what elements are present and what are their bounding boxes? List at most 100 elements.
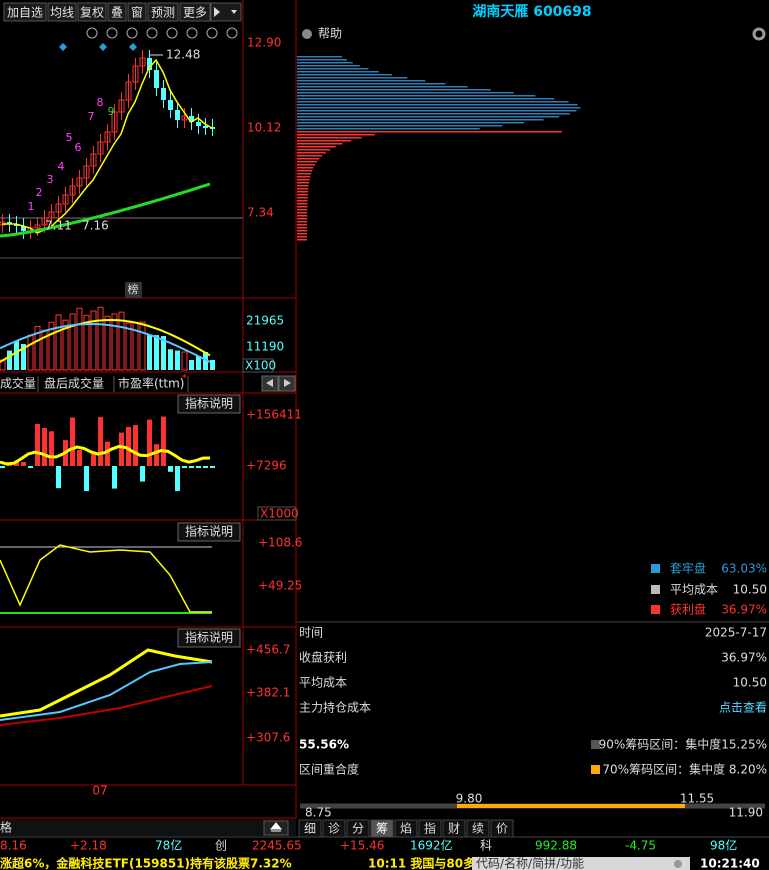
toolbar-button[interactable]: 叠 [111, 6, 123, 20]
candle-body [76, 177, 83, 187]
marker [99, 43, 107, 51]
panel-tab[interactable]: 筹 [376, 822, 388, 836]
chip-bar [297, 74, 392, 76]
panel-tab[interactable]: 诊 [328, 822, 340, 836]
indicator-button-bg [177, 628, 241, 648]
chip-bar [297, 56, 343, 58]
chip-bar [297, 83, 446, 85]
panel-tab[interactable]: 焰 [400, 821, 412, 836]
flow-bar [49, 431, 54, 466]
volume-bar [69, 313, 76, 371]
chip-bar [297, 113, 570, 115]
toolbar-button[interactable]: 更多 [183, 6, 207, 20]
collapse-icon [269, 822, 283, 832]
indicator-tab[interactable]: 成交量 [0, 376, 36, 391]
flow-bar [91, 451, 96, 466]
chart-tool-icon [186, 27, 198, 39]
chip-bar [297, 221, 308, 223]
chip-bar [297, 149, 331, 151]
volume-bar [168, 349, 173, 370]
flow-bar [175, 466, 180, 491]
chart-tool-icon [226, 27, 238, 39]
volume-bar [111, 313, 118, 371]
candle-body [7, 222, 12, 224]
flow-bar [35, 424, 40, 466]
volume-bar [181, 351, 188, 371]
candle-body [104, 131, 111, 143]
volume-bar [210, 360, 215, 370]
panel-tab[interactable]: 指 [424, 821, 436, 836]
indicator-button[interactable]: 指标说明 [185, 524, 233, 539]
chip-bar [297, 182, 310, 184]
toolbar-button[interactable]: 均线 [50, 6, 74, 20]
indicator-button[interactable]: 指标说明 [185, 630, 233, 645]
chip-bar [297, 206, 308, 208]
chip-bar [297, 134, 375, 136]
candle-body [132, 65, 139, 83]
chip-bar [297, 239, 308, 241]
chip-bar [297, 146, 336, 148]
info-value[interactable]: 点击查看 [719, 701, 767, 715]
candle-body [118, 99, 125, 113]
panel-tab[interactable]: 细 [304, 822, 316, 836]
flow-bar [182, 466, 187, 468]
volume-bar [76, 307, 83, 371]
line-cyan [0, 661, 213, 721]
toolbar-button[interactable]: 复权 [80, 6, 104, 20]
price-axis-label: 12.90 [247, 36, 281, 50]
legend-value: 10.50 [733, 583, 767, 597]
candle-body [147, 58, 152, 70]
indicator-tab[interactable]: 盘后成交量 [44, 376, 104, 391]
price-axis-label: 7.34 [247, 206, 274, 220]
chip-bar [297, 227, 308, 229]
ma-green [0, 182, 211, 238]
volume-bar [147, 334, 152, 370]
legend-label: 套牢盘 [670, 561, 706, 576]
chip-bar [297, 59, 347, 61]
legend-swatch [651, 605, 660, 614]
toolbar-button[interactable]: 加自选 [7, 6, 43, 20]
volume-bar [21, 344, 26, 370]
indicator-axis-label: +49.25 [258, 579, 302, 593]
flow-bar [154, 444, 159, 466]
chip-bar [297, 140, 352, 142]
candle-body [48, 211, 55, 219]
indicator-axis-label: +7296 [246, 459, 287, 473]
range-label: 11.90 [729, 806, 763, 820]
clock: 10:21:40 [700, 857, 760, 870]
toolbar-button[interactable]: 窗 [131, 6, 143, 20]
indicator-tab[interactable]: 市盈率(ttm) [118, 376, 184, 391]
chip-bar [297, 236, 308, 238]
volume-bar [97, 306, 104, 371]
candle-body [139, 57, 146, 67]
indicator-button-bg [177, 522, 241, 542]
panel-tab[interactable]: 续 [472, 822, 484, 836]
quote-item: +2.18 [70, 839, 107, 853]
badge-bg [125, 282, 142, 298]
chip-bar [297, 176, 311, 178]
chip-bar [297, 200, 308, 202]
volume-bar [14, 341, 19, 370]
search-input[interactable]: 代码/名称/简拼/功能 [476, 856, 584, 870]
indicator-button[interactable]: 指标说明 [185, 396, 233, 411]
panel-tab[interactable]: 分 [352, 822, 364, 836]
flow-bar [119, 432, 124, 466]
flow-bar [168, 466, 173, 472]
range-text: 90%筹码区间：集中度15.25% [599, 737, 767, 752]
volume-bar [90, 310, 97, 371]
help-link[interactable]: 帮助 [318, 27, 342, 41]
panel-tab[interactable]: 财 [448, 822, 460, 836]
info-label: 时间 [299, 626, 323, 640]
chip-bar [297, 77, 408, 79]
toolbar-button[interactable]: 预测 [151, 6, 175, 20]
chip-bar [297, 173, 312, 175]
volume-bar [7, 350, 12, 370]
marker [59, 43, 67, 51]
panel-tab[interactable]: 价 [496, 822, 508, 836]
quote-item: 8.16 [0, 839, 27, 853]
flow-bar [147, 419, 152, 466]
flow-bar [70, 417, 75, 466]
tab-star: * [182, 374, 187, 384]
stock-title: 湖南天雁 600698 [472, 3, 591, 20]
